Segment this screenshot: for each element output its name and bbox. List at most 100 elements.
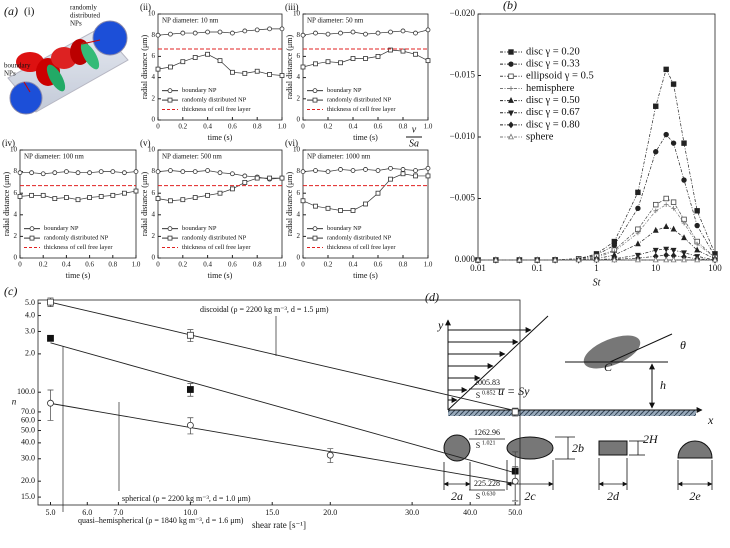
data-point <box>279 26 285 32</box>
x-tick-label: 30.0 <box>405 508 419 517</box>
x-tick-label: 0 <box>156 123 160 131</box>
x-axis-label: time (s) <box>208 133 233 142</box>
x-tick-label: 10.0 <box>183 508 197 517</box>
x-tick-label: 0.6 <box>374 261 383 269</box>
data-point <box>400 48 406 54</box>
dimension-label: 2a <box>451 489 463 503</box>
fit-variable: S <box>476 391 480 400</box>
y-tick-label: 50.0 <box>21 425 35 434</box>
y-tick-label: 2 <box>297 94 301 102</box>
data-point <box>75 197 81 203</box>
data-point <box>229 171 235 177</box>
data-point <box>375 190 381 196</box>
data-point <box>653 201 659 208</box>
data-point <box>663 223 670 230</box>
data-point <box>29 192 35 198</box>
data-point <box>133 169 139 175</box>
data-point <box>229 69 235 75</box>
note: NPs <box>70 20 82 28</box>
y-axis-label: n <box>12 397 17 407</box>
data-point <box>388 176 393 182</box>
data-point <box>242 70 248 76</box>
x-tick-label: 1.0 <box>278 123 287 131</box>
legend-marker <box>508 49 514 55</box>
data-point <box>254 27 260 33</box>
data-point <box>242 173 248 179</box>
y-tick-label: 30.0 <box>21 454 35 463</box>
data-point <box>167 198 173 204</box>
data-point <box>635 230 641 236</box>
legend-marker <box>167 226 173 232</box>
data-point <box>192 30 198 36</box>
y-tick-label: 6 <box>297 189 301 197</box>
data-point <box>279 175 285 181</box>
data-point <box>325 31 331 37</box>
particle <box>583 335 641 369</box>
data-point <box>425 27 431 33</box>
legend-marker <box>167 88 173 94</box>
data-point <box>681 140 687 146</box>
data-point <box>681 256 687 263</box>
dimension-label: 2H <box>643 432 659 446</box>
data-point <box>425 173 431 179</box>
y-tick-label: 0 <box>152 116 156 124</box>
legend-label: boundary NP <box>44 225 79 232</box>
y-tick-label: 2 <box>152 232 156 240</box>
y-tick-label: 60.0 <box>21 415 35 424</box>
chart-title: NP diameter: 50 nm <box>307 17 364 25</box>
data-point <box>47 399 54 407</box>
cross-section <box>92 20 128 56</box>
y-tick-label: 4 <box>152 73 156 81</box>
data-point <box>653 149 659 155</box>
legend-label: boundary NP <box>182 87 217 94</box>
data-point <box>670 225 677 232</box>
data-point <box>192 169 198 175</box>
fit-exponent: 0.852 <box>482 390 496 396</box>
y-tick-label: 10 <box>148 10 156 18</box>
data-point <box>663 131 669 138</box>
x-tick-label: 0.4 <box>203 261 212 269</box>
legend-marker <box>312 97 318 103</box>
data-point <box>186 331 194 339</box>
shape-sphere <box>443 434 471 462</box>
y-tick-label: 0.000 <box>455 254 476 264</box>
data-point <box>653 208 659 214</box>
fit-line <box>50 301 516 412</box>
data-point <box>681 250 687 257</box>
x-tick-label: 0.8 <box>399 123 408 131</box>
y-axis-label: v <box>412 124 417 135</box>
data-point <box>400 167 406 172</box>
chart-title: NP diameter: 10 nm <box>162 17 219 25</box>
data-point <box>110 169 116 175</box>
x-tick-label: 0.8 <box>108 261 117 269</box>
panel-label: (vi) <box>285 138 298 148</box>
chart-title: NP diameter: 100 nm <box>24 153 84 161</box>
sub-label: (i) <box>24 6 35 18</box>
legend-label: boundary NP <box>327 87 362 94</box>
x-tick-label: 0.2 <box>178 123 187 131</box>
data-point <box>516 256 523 263</box>
data-point <box>671 206 676 211</box>
x-tick-label: 0.4 <box>62 261 71 269</box>
x-tick-label: 0.2 <box>39 261 48 269</box>
data-point <box>388 165 393 171</box>
data-point <box>192 55 198 60</box>
dimension-label: 2d <box>607 489 620 503</box>
data-point <box>670 81 677 87</box>
legend-label: disc γ = 0.67 <box>526 107 580 118</box>
fit-exponent: 1.021 <box>482 440 496 446</box>
x-tick-label: 0.8 <box>253 261 262 269</box>
data-point <box>338 208 343 213</box>
y-tick-label: 6 <box>297 52 301 60</box>
data-point <box>254 175 260 181</box>
x-tick-label: 50.0 <box>508 508 522 517</box>
y-tick-label: 10 <box>293 146 301 154</box>
x-tick-label: 1.0 <box>278 261 287 269</box>
y-tick-label: 2 <box>14 232 18 240</box>
data-point <box>611 256 618 263</box>
x-tick-label: 10 <box>651 263 661 273</box>
data-point <box>98 169 104 175</box>
x-tick-label: 40.0 <box>463 508 477 517</box>
legend-label: randomly distributed NP <box>44 235 109 242</box>
